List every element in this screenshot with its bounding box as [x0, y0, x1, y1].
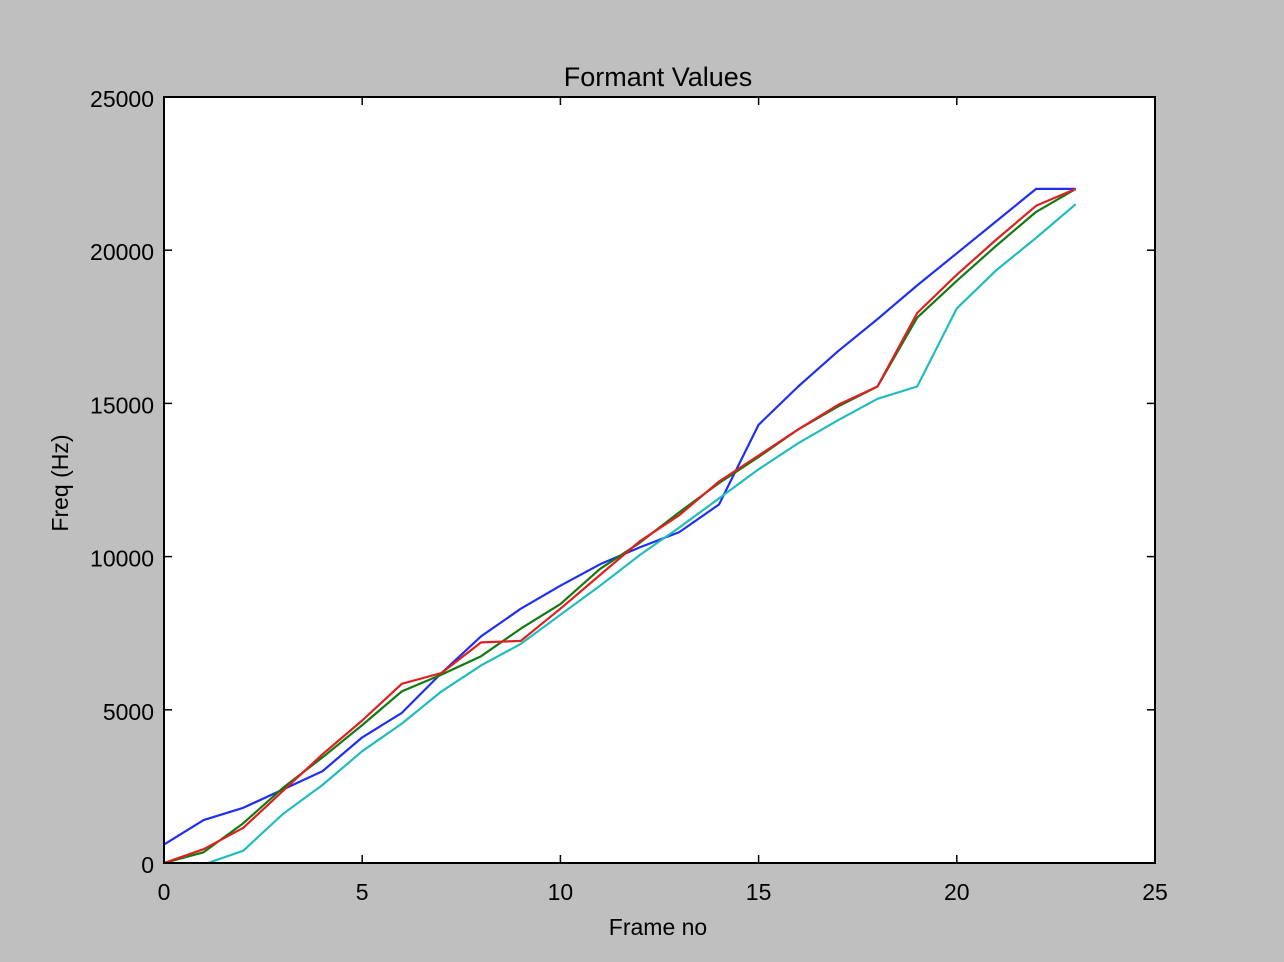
chart-title: Formant Values: [564, 62, 753, 92]
ticks-layer: 0 5 10 15 20 25 0 5000 10000 15000 20000 25000: [90, 86, 1168, 905]
y-tick-label: 25000: [90, 86, 154, 112]
y-tick-label: 15000: [90, 392, 154, 418]
series-line-3: [164, 187, 1077, 863]
plot-frame: [163, 96, 1156, 864]
x-tick-label: 5: [356, 879, 369, 905]
y-tick-label: 0: [141, 852, 154, 878]
plot-area: [164, 97, 1155, 863]
series-line-4: [204, 203, 1077, 863]
x-tick-label: 10: [548, 879, 574, 905]
series-line-2: [164, 187, 1077, 863]
x-tick-label: 20: [944, 879, 970, 905]
x-axis-label: Frame no: [609, 914, 707, 940]
y-tick-label: 5000: [103, 699, 154, 725]
y-axis-label: Freq (Hz): [47, 434, 73, 531]
x-tick-label: 0: [158, 879, 171, 905]
y-tick-label: 20000: [90, 239, 154, 265]
series-layer: [164, 187, 1077, 863]
x-tick-label: 25: [1142, 879, 1168, 905]
y-tick-label: 10000: [90, 546, 154, 572]
x-tick-label: 15: [746, 879, 772, 905]
